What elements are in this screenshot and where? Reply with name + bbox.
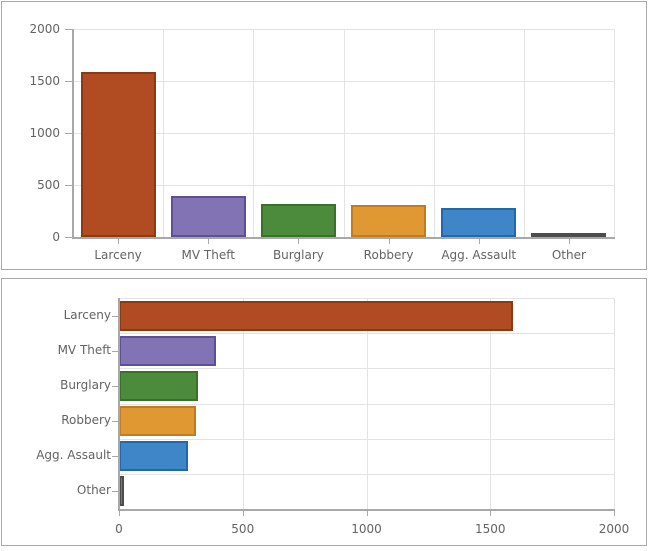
x-axis-tick-label: 0 — [115, 522, 123, 536]
y-axis-tick-mark — [65, 29, 73, 30]
x-axis-tick-mark — [614, 511, 615, 516]
y-axis-tick-label: 1500 — [29, 74, 60, 88]
gridline-vertical — [242, 298, 244, 509]
x-axis-tick-label: 1000 — [351, 522, 382, 536]
x-axis-tick-mark — [118, 239, 120, 244]
x-axis-tick-mark — [366, 511, 368, 516]
y-axis-tick-mark — [112, 456, 118, 458]
y-axis-tick-mark — [65, 185, 73, 186]
category-label-mv-theft: MV Theft — [181, 248, 235, 262]
bar-agg-assault — [441, 207, 517, 237]
category-label-burglary: Burglary — [272, 248, 324, 262]
category-label-robbery: Robbery — [363, 248, 414, 262]
y-axis-tick-mark — [112, 315, 118, 317]
y-axis-tick-mark — [65, 133, 73, 134]
bar-other — [119, 476, 124, 507]
bar-burglary — [260, 203, 336, 237]
y-axis-line — [72, 29, 74, 238]
bar-mv-theft — [170, 196, 246, 237]
y-axis-tick-label: 0 — [52, 230, 60, 244]
gridline-vertical — [366, 298, 368, 509]
category-label-other: Other — [76, 483, 111, 498]
gridline-vertical — [490, 298, 492, 509]
category-label-other: Other — [551, 248, 586, 262]
y-axis-tick-mark — [65, 237, 73, 238]
y-axis-tick-mark — [65, 81, 73, 82]
y-axis-tick-mark — [112, 350, 118, 352]
x-axis-tick-mark — [208, 239, 210, 244]
bar-robbery — [119, 406, 196, 436]
bar-mv-theft — [119, 335, 216, 366]
gridline-vertical — [614, 29, 615, 237]
y-axis-tick-mark — [112, 421, 118, 423]
x-axis-tick-label: 500 — [231, 522, 255, 536]
bar-agg-assault — [119, 441, 189, 472]
x-axis-tick-mark — [490, 511, 492, 516]
gridline-vertical — [523, 29, 525, 237]
bar-burglary — [119, 370, 199, 401]
bar-larceny — [119, 300, 513, 331]
category-label-robbery: Robbery — [61, 413, 111, 428]
y-axis-tick-label: 2000 — [29, 22, 60, 36]
x-axis-tick-mark — [298, 239, 300, 244]
y-axis-line — [118, 298, 120, 510]
x-axis-tick-mark — [568, 239, 570, 244]
gridline-vertical — [163, 29, 165, 237]
x-axis-tick-label: 1500 — [474, 522, 506, 536]
gridline-vertical — [343, 29, 345, 237]
x-axis-tick-mark — [388, 239, 390, 244]
category-label-agg-assault: Agg. Assault — [36, 448, 111, 463]
category-label-larceny: Larceny — [94, 248, 142, 262]
y-axis-tick-mark — [112, 491, 118, 493]
x-axis-line — [118, 509, 615, 511]
category-label-mv-theft: MV Theft — [57, 342, 111, 357]
horizontal-bar-chart-panel: Larceny MV Theft Burglary Robbery Agg. Assau… — [1, 278, 647, 546]
bar-larceny — [80, 71, 156, 237]
x-axis-line — [72, 237, 615, 239]
category-label-agg-assault: Agg. Assault — [441, 248, 517, 262]
gridline-vertical — [433, 29, 435, 237]
y-axis-tick-label: 500 — [37, 178, 60, 192]
vertical-bar-chart-panel: 0 500 1000 1500 2000 Larceny MV Theft Burglary R… — [1, 1, 647, 270]
category-label-burglary: Burglary — [60, 377, 111, 392]
category-label-larceny: Larceny — [63, 307, 111, 322]
gridline-vertical — [253, 29, 255, 237]
bar-robbery — [351, 204, 427, 237]
x-axis-tick-label: 2000 — [598, 522, 630, 536]
x-axis-tick-mark — [478, 239, 480, 244]
x-axis-tick-mark — [119, 511, 120, 516]
gridline-vertical — [614, 298, 615, 509]
x-axis-tick-mark — [242, 511, 244, 516]
bar-other — [531, 233, 607, 237]
y-axis-tick-mark — [112, 385, 118, 387]
y-axis-tick-label: 1000 — [29, 126, 60, 140]
